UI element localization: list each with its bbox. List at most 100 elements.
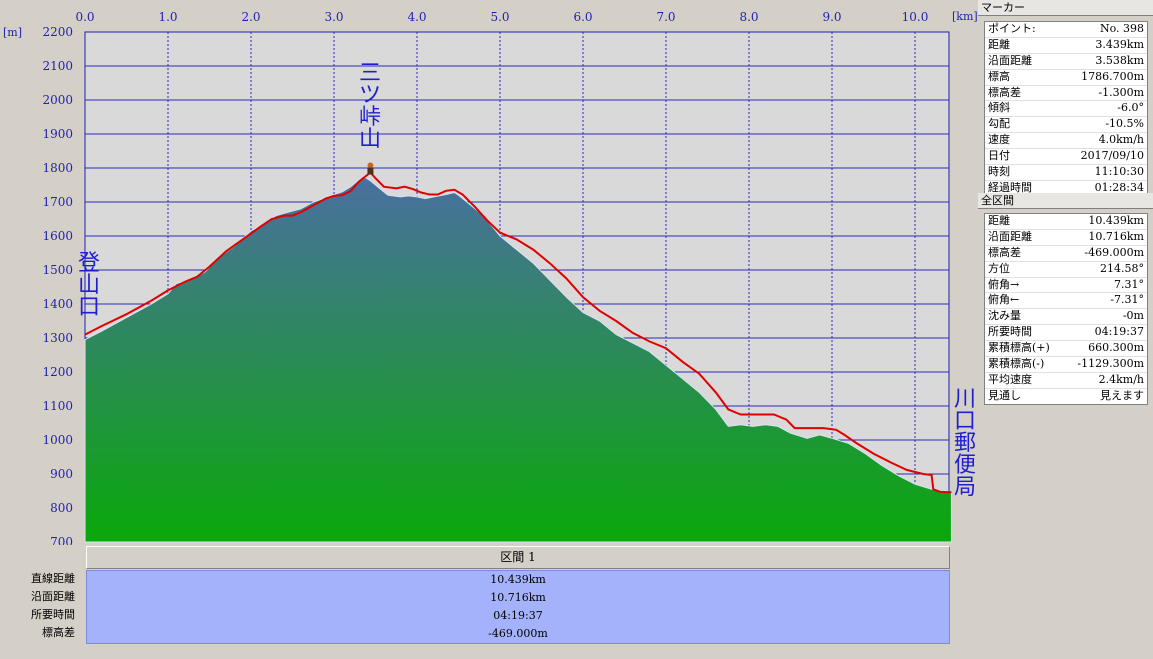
marker-panel-value: 4.0km/h [1098, 133, 1144, 147]
marker-body [367, 167, 374, 175]
section-value: -469.000m [488, 627, 548, 640]
y-tick-label: 1700 [42, 195, 73, 209]
section-header[interactable]: 区間 1 [86, 546, 950, 569]
x-unit-label: [km] [952, 10, 978, 23]
marker-panel-value: 3.439km [1095, 37, 1144, 51]
y-tick-label: 800 [50, 501, 73, 515]
total-panel-key: 方位 [988, 261, 1010, 275]
total-panel-value: 214.58° [1100, 261, 1144, 275]
total-panel-row: 平均速度 2.4km/h [985, 373, 1147, 389]
total-panel-value: 見えます [1100, 388, 1144, 402]
x-tick-label: 0.0 [75, 10, 94, 24]
x-tick-label: 5.0 [490, 10, 509, 24]
marker-head [367, 162, 374, 169]
marker-panel-row: ポイント: No. 398 [985, 22, 1147, 38]
total-panel-key: 平均速度 [988, 372, 1032, 386]
section-label: 所要時間 [31, 608, 75, 621]
y-axis-ticks: 2200 2100 2000 1900 1800 1700 1600 1500 1400 1300… [42, 25, 73, 545]
section-value: 04:19:37 [493, 609, 543, 622]
total-panel-value: 04:19:37 [1094, 325, 1144, 339]
section-label: 標高差 [42, 626, 75, 639]
marker-panel-value: 11:10:30 [1094, 165, 1144, 179]
marker-panel-key: 傾斜 [988, 101, 1010, 115]
marker-panel-row: 時刻 11:10:30 [985, 165, 1147, 181]
marker-panel: ポイント: No. 398 距離 3.439km 沿面距離 3.538km 標高 1786.7… [984, 21, 1148, 197]
x-axis-ticks: 0.0 1.0 2.0 3.0 4.0 5.0 6.0 7.0 8.0 9.0 10.0 [75, 10, 928, 24]
marker-icon[interactable] [367, 162, 374, 175]
total-panel-row: 標高差 -469.000m [985, 246, 1147, 262]
total-panel-row: 方位 214.58° [985, 262, 1147, 278]
marker-panel-row: 距離 3.439km [985, 38, 1147, 54]
marker-panel-row: 標高差 -1.300m [985, 86, 1147, 102]
y-tick-label: 1900 [42, 127, 73, 141]
total-panel-key: 俯角→ [988, 277, 1020, 291]
y-tick-label: 1100 [42, 399, 73, 413]
x-tick-label: 4.0 [407, 10, 426, 24]
total-panel-row: 俯角→ 7.31° [985, 278, 1147, 294]
marker-panel-row: 経過時間 01:28:34 [985, 181, 1147, 196]
total-panel-row: 沈み量 -0m [985, 309, 1147, 326]
total-panel-row: 累積標高(+) 660.300m [985, 341, 1147, 358]
marker-panel-key: ポイント: [988, 22, 1036, 35]
total-panel-key: 沿面距離 [988, 229, 1032, 243]
x-tick-label: 2.0 [241, 10, 260, 24]
x-tick-label: 1.0 [158, 10, 177, 24]
marker-panel-row: 勾配 -10.5% [985, 117, 1147, 134]
total-panel-row: 所要時間 04:19:37 [985, 325, 1147, 342]
section-label: 直線距離 [31, 572, 75, 585]
total-panel-row: 俯角← -7.31° [985, 293, 1147, 310]
total-panel-key: 俯角← [988, 293, 1020, 307]
marker-panel-value: 01:28:34 [1094, 180, 1144, 194]
y-tick-label: 2100 [42, 59, 73, 73]
total-panel-row: 沿面距離 10.716km [985, 230, 1147, 246]
section-label: 沿面距離 [31, 590, 75, 603]
marker-panel-value: No. 398 [1099, 22, 1144, 35]
marker-panel-value: 2017/09/10 [1080, 149, 1144, 163]
total-panel-key: 標高差 [988, 245, 1021, 259]
marker-panel-key: 沿面距離 [988, 53, 1032, 67]
marker-panel-key: 経過時間 [988, 180, 1032, 194]
marker-panel-value: -10.5% [1105, 117, 1144, 131]
x-tick-label: 7.0 [656, 10, 675, 24]
y-tick-label: 2000 [42, 93, 73, 107]
total-panel-value: 7.31° [1114, 277, 1144, 291]
elevation-chart: 0.0 1.0 2.0 3.0 4.0 5.0 6.0 7.0 8.0 9.0 10.0 22002… [3, 10, 978, 545]
total-panel-key: 累積標高(+) [988, 341, 1050, 355]
total-panel-value: 10.716km [1088, 229, 1144, 243]
total-panel-value: 2.4km/h [1098, 372, 1144, 386]
marker-panel-value: -1.300m [1098, 85, 1144, 99]
total-panel-title: 全区間 [978, 193, 1153, 209]
marker-panel-row: 速度 4.0km/h [985, 133, 1147, 150]
marker-panel-key: 標高差 [988, 85, 1021, 99]
y-tick-label: 1200 [42, 365, 73, 379]
marker-panel-row: 標高 1786.700m [985, 70, 1147, 86]
total-panel-value: 10.439km [1088, 214, 1144, 227]
marker-panel-key: 日付 [988, 149, 1010, 163]
y-unit-label: [m] [3, 26, 22, 39]
total-panel-key: 累積標高(-) [988, 357, 1045, 371]
marker-panel-key: 標高 [988, 69, 1010, 83]
annotation-post-office: 川口郵便局 [953, 387, 976, 500]
total-panel-row: 累積標高(-) -1129.300m [985, 357, 1147, 373]
section-value: 10.439km [490, 573, 546, 586]
marker-panel-key: 勾配 [988, 117, 1010, 131]
y-tick-label: 1500 [42, 263, 73, 277]
total-panel-value: -0m [1122, 309, 1144, 323]
x-tick-label: 3.0 [324, 10, 343, 24]
route-line [84, 171, 952, 494]
y-tick-label: 1300 [42, 331, 73, 345]
marker-panel-key: 速度 [988, 133, 1010, 147]
y-tick-label: 900 [50, 467, 73, 481]
marker-panel-row: 傾斜 -6.0° [985, 101, 1147, 118]
total-panel-key: 見通し [988, 388, 1021, 402]
y-tick-label: 1800 [42, 161, 73, 175]
total-panel-value: 660.300m [1088, 341, 1144, 355]
marker-panel-key: 時刻 [988, 165, 1010, 179]
total-panel-row: 距離 10.439km [985, 214, 1147, 230]
total-panel-key: 所要時間 [988, 325, 1032, 339]
annotation-trailhead: 登山口 [77, 251, 100, 320]
marker-panel-title: マーカー [978, 0, 1153, 16]
total-panel-value: -1129.300m [1077, 357, 1144, 371]
marker-panel-value: -6.0° [1117, 101, 1144, 115]
section-labels: 直線距離 沿面距離 所要時間 標高差 [0, 570, 75, 642]
